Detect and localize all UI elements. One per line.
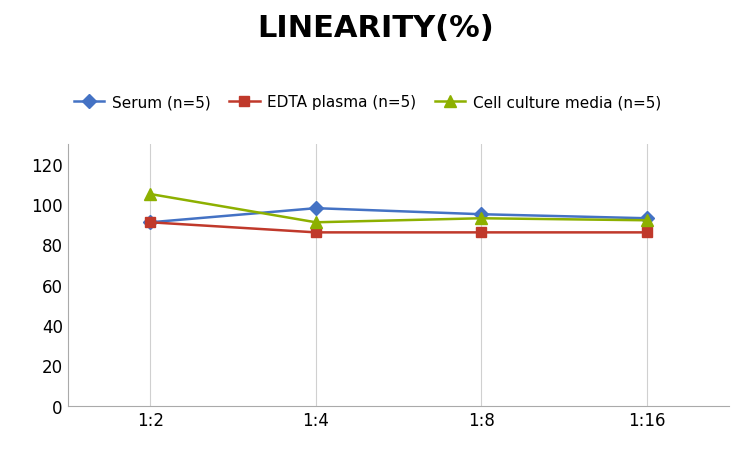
Serum (n=5) bbox=[477, 212, 486, 217]
EDTA plasma (n=5) bbox=[146, 220, 155, 226]
Cell culture media (n=5) bbox=[146, 192, 155, 198]
Serum (n=5) bbox=[146, 220, 155, 226]
Line: Cell culture media (n=5): Cell culture media (n=5) bbox=[145, 189, 652, 228]
Cell culture media (n=5) bbox=[311, 220, 320, 226]
Text: LINEARITY(%): LINEARITY(%) bbox=[258, 14, 494, 42]
Cell culture media (n=5) bbox=[477, 216, 486, 221]
Line: Serum (n=5): Serum (n=5) bbox=[146, 204, 651, 228]
EDTA plasma (n=5) bbox=[311, 230, 320, 235]
Serum (n=5) bbox=[311, 206, 320, 212]
EDTA plasma (n=5) bbox=[477, 230, 486, 235]
Line: EDTA plasma (n=5): EDTA plasma (n=5) bbox=[146, 218, 651, 238]
EDTA plasma (n=5) bbox=[642, 230, 651, 235]
Cell culture media (n=5) bbox=[642, 218, 651, 224]
Serum (n=5) bbox=[642, 216, 651, 221]
Legend: Serum (n=5), EDTA plasma (n=5), Cell culture media (n=5): Serum (n=5), EDTA plasma (n=5), Cell cul… bbox=[68, 89, 667, 116]
